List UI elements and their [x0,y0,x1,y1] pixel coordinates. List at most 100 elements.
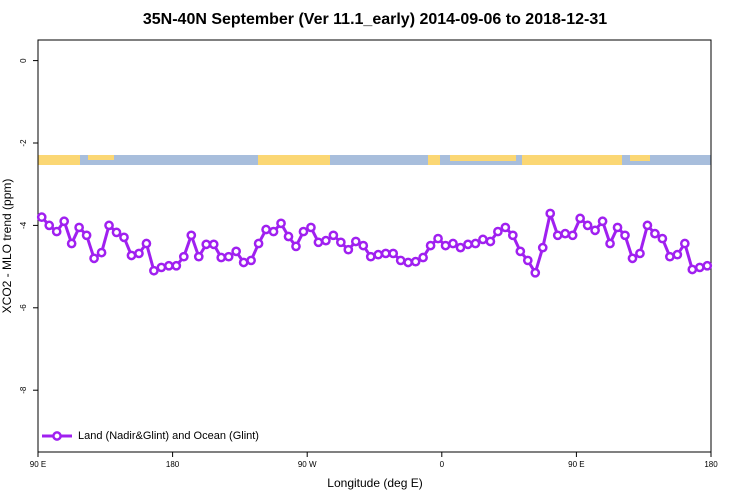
data-point [253,238,264,249]
data-point [380,248,391,259]
data-point [276,218,286,229]
land-band [88,155,114,160]
data-point [186,230,197,241]
data-point [336,237,346,248]
land-band [450,155,516,161]
data-point [515,246,526,257]
y-axis-label: XCO2 - MLO trend (ppm) [0,179,14,314]
data-point [141,238,152,249]
data-point [321,235,331,246]
data-point [313,237,324,248]
y-tick-label: -2 [19,139,28,147]
data-point [620,230,630,241]
data-point [597,216,608,227]
data-point [560,228,571,239]
data-point [642,220,653,231]
data-point [89,253,99,264]
data-point [485,236,496,247]
x-tick-label: 90 W [298,460,317,469]
data-point [164,260,174,271]
data-point [388,248,399,259]
data-point [306,222,316,233]
data-point [687,264,698,275]
data-point [328,230,339,241]
data-point [530,267,541,278]
data-point [440,240,451,251]
x-tick-label: 90 E [30,460,46,469]
data-point [350,236,361,247]
data-point [373,249,384,260]
data-point [261,224,271,235]
data-point [134,248,144,259]
data-point [298,226,309,237]
data-point [193,251,204,262]
data-point [605,238,615,249]
y-tick-label: -8 [19,386,28,394]
land-band [522,155,622,165]
data-point [403,257,413,268]
data-point [283,231,294,242]
data-point [149,265,159,276]
data-point [582,220,593,231]
x-axis-label: Longitude (deg E) [327,476,422,490]
data-point [36,212,47,223]
land-ocean-strip [38,155,711,165]
data-point [119,232,129,243]
data-point [216,252,227,263]
plot-frame [37,39,712,453]
data-point [59,216,70,227]
x-tick-label: 90 E [568,460,584,469]
data-point [470,238,481,249]
data-point [627,253,638,264]
data-point [223,251,234,262]
data-point [493,226,503,237]
data-point [702,260,713,271]
data-point [96,247,107,258]
data-point [246,255,256,266]
data-point [612,222,623,233]
legend-label: Land (Nadir&Glint) and Ocean (Glint) [78,430,259,442]
data-point [343,244,354,255]
data-point [575,213,585,224]
data-point [679,238,690,249]
y-tick-label: -6 [19,304,28,312]
data-point [231,246,242,257]
data-point [104,220,114,231]
data-point [463,239,473,250]
data-point [171,260,182,271]
data-point [291,241,301,252]
data-point [522,255,533,266]
data-point [358,240,369,251]
data-point [635,248,645,259]
data-point [238,257,249,268]
y-tick-label: 0 [19,58,28,63]
x-tick-label: 180 [704,460,718,469]
data-point [111,227,122,238]
data-point [156,262,167,273]
data-point [433,233,443,244]
ocean-band [38,155,711,165]
data-point [268,226,279,237]
data-point [365,251,376,262]
data-point [552,230,563,241]
chart-title: 35N-40N September (Ver 11.1_early) 2014-… [143,11,607,28]
data-point [418,252,428,263]
data-point [51,226,62,237]
data-point [694,262,705,273]
data-point [448,238,458,249]
data-point [208,239,219,250]
data-point [567,230,578,241]
data-point [178,251,189,262]
data-point [537,242,548,253]
data-point [201,239,212,250]
data-point [590,225,600,236]
x-tick-label: 180 [166,460,180,469]
land-band [428,155,440,165]
data-point [126,250,137,261]
data-point [44,220,55,231]
land-band [258,155,330,165]
data-point [672,249,683,260]
legend-swatch-marker [52,431,62,441]
land-band [630,155,650,161]
